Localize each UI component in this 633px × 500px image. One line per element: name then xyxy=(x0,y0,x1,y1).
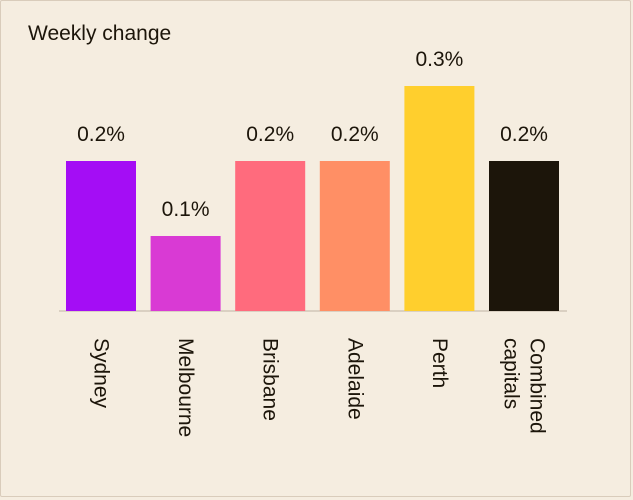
bar-0 xyxy=(66,161,136,311)
category-label-4-line-0: Perth xyxy=(428,338,451,388)
bar-5 xyxy=(489,161,559,311)
value-label-2: 0.2% xyxy=(246,123,294,146)
value-label-1: 0.1% xyxy=(162,198,210,221)
value-label-4: 0.3% xyxy=(415,48,463,71)
category-label-4: Perth xyxy=(428,338,451,388)
category-label-3: Adelaide xyxy=(343,338,366,420)
value-label-0: 0.2% xyxy=(77,123,125,146)
bar-4 xyxy=(404,86,475,311)
bar-2 xyxy=(235,161,306,311)
bar-3 xyxy=(319,161,390,311)
category-label-0-line-0: Sydney xyxy=(90,338,113,409)
value-label-3: 0.2% xyxy=(331,123,379,146)
category-label-2: Brisbane xyxy=(259,338,282,421)
category-label-1-line-0: Melbourne xyxy=(174,338,197,437)
category-label-5-line-0: Combined xyxy=(526,338,549,434)
bar-1 xyxy=(150,236,221,311)
category-label-2-line-0: Brisbane xyxy=(259,338,282,421)
category-label-0: Sydney xyxy=(90,338,113,409)
category-label-1: Melbourne xyxy=(174,338,197,437)
value-label-5: 0.2% xyxy=(500,123,548,146)
category-label-5-line-1: capitals xyxy=(500,338,523,409)
chart-title: Weekly change xyxy=(28,22,172,45)
category-label-3-line-0: Adelaide xyxy=(343,338,366,420)
